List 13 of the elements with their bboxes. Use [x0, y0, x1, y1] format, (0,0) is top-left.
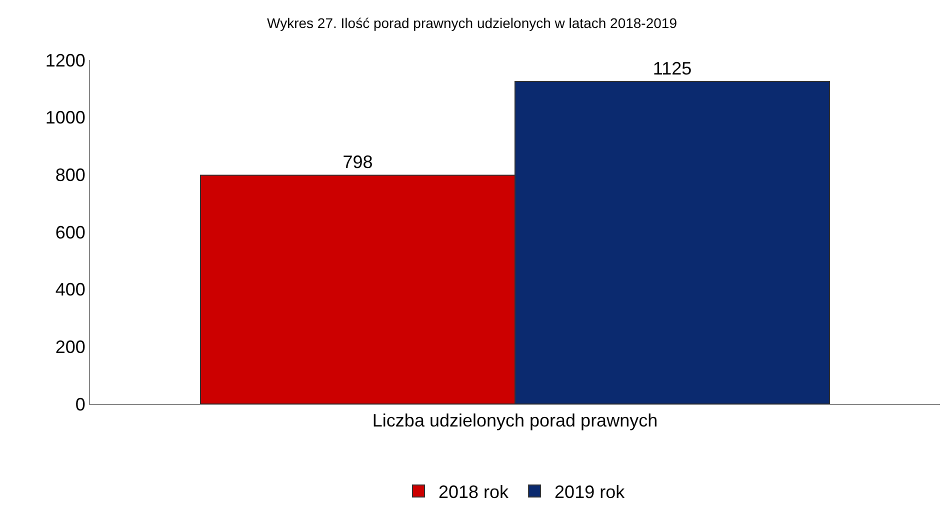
y-tick-label: 200 [55, 336, 86, 357]
y-tick-label: 600 [55, 222, 86, 242]
data-label: 1125 [652, 58, 692, 78]
chart-title: Wykres 27. Ilość porad prawnych udzielonych w latach 2018-2019 [267, 14, 678, 31]
y-tick-label: 400 [55, 280, 86, 300]
legend-label: 2018 rok [438, 482, 510, 502]
y-tick-label: 1200 [45, 50, 86, 70]
y-tick-label: 1000 [45, 108, 86, 128]
legend-label: 2019 rok [554, 482, 626, 502]
y-tick-label: 800 [55, 164, 86, 185]
y-tick-label: 0 [75, 394, 86, 414]
data-label: 798 [342, 152, 373, 172]
x-tick-label: Liczba udzielonych porad prawnych [372, 410, 658, 431]
